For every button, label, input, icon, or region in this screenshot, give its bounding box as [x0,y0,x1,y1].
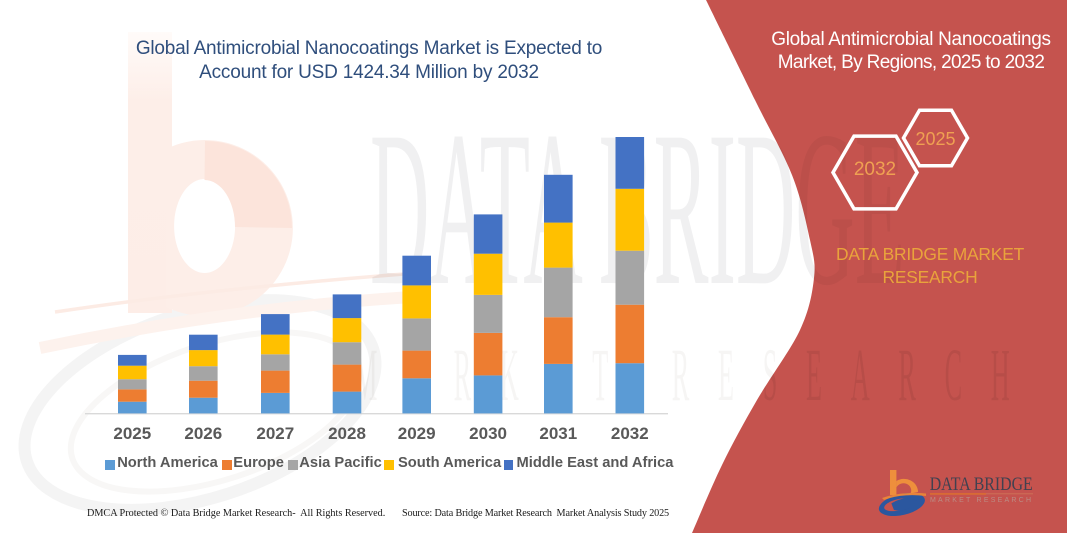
svg-text:MARKET RESEARCH: MARKET RESEARCH [930,497,1031,504]
svg-text:DATA BRIDGE: DATA BRIDGE [930,474,1033,495]
